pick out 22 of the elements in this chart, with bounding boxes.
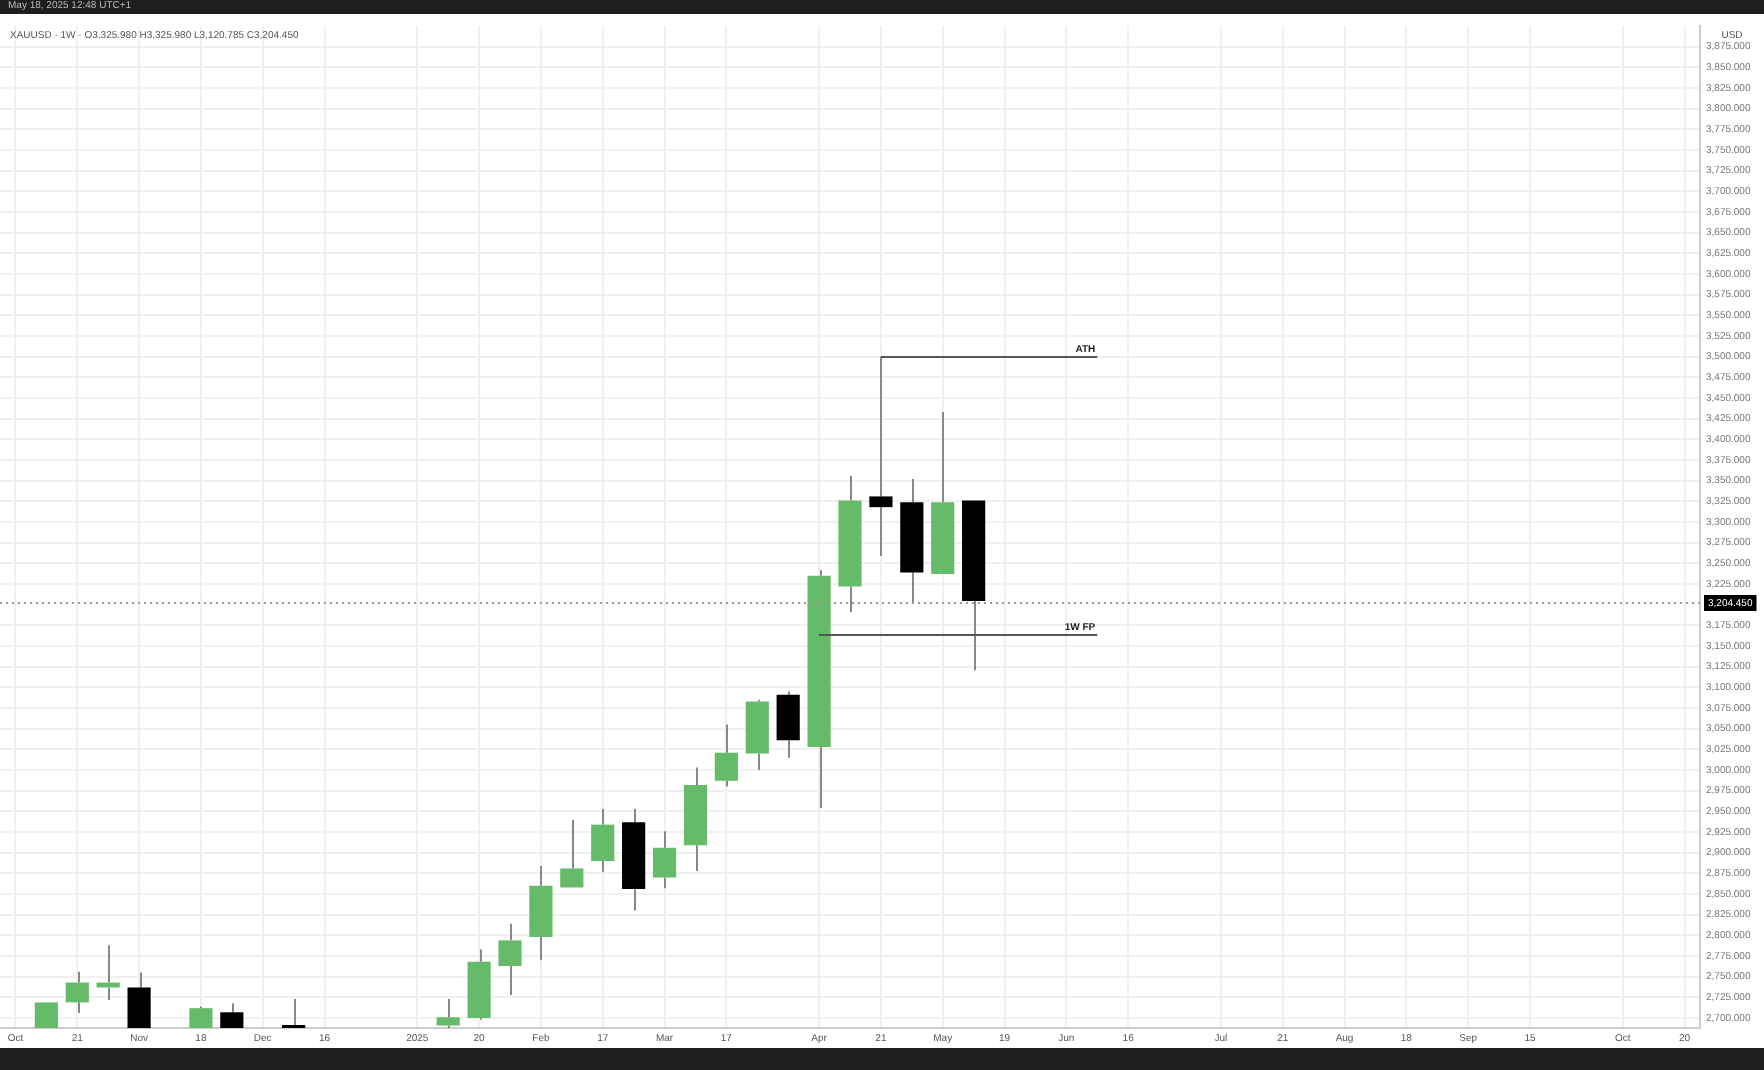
candlestick <box>591 807 615 873</box>
candlestick <box>962 500 986 672</box>
candlestick <box>34 1002 58 1028</box>
candlestick <box>931 411 955 575</box>
candlestick <box>560 818 584 888</box>
candlestick <box>869 355 893 557</box>
candlestick <box>745 698 769 772</box>
candlestick <box>683 766 708 872</box>
candlestick <box>220 1002 244 1028</box>
candlestick <box>282 998 306 1029</box>
candlestick <box>65 970 89 1015</box>
candlestick <box>529 864 553 962</box>
candlestick <box>838 474 862 614</box>
candlestick <box>127 971 151 1028</box>
candlestick <box>714 723 738 788</box>
candlestick <box>776 690 800 759</box>
candlestick <box>622 807 646 912</box>
candlestick <box>467 948 491 1021</box>
candlestick <box>900 478 924 605</box>
candlestick <box>807 568 831 810</box>
candlestick <box>498 922 522 996</box>
candlestick <box>652 830 677 890</box>
